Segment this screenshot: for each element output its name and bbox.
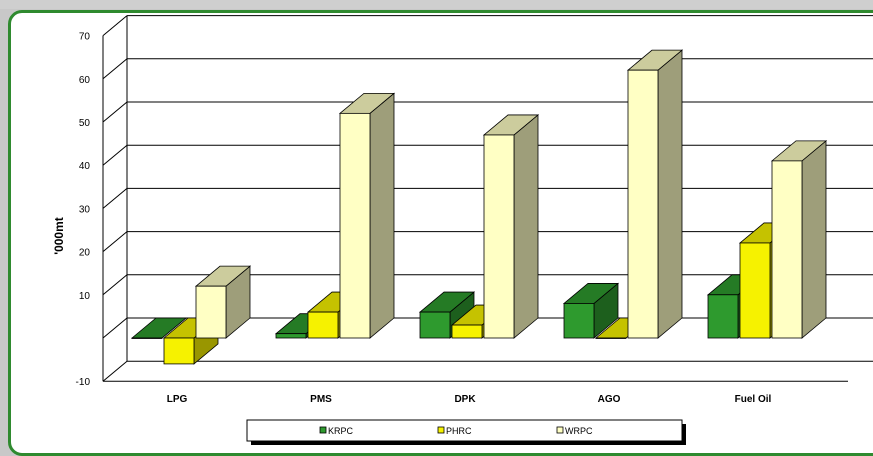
grid-diag [102, 317, 128, 339]
legend-swatch [319, 426, 327, 434]
legend: KRPC PHRC WRPC [246, 419, 686, 445]
grid-diag [102, 58, 128, 80]
y-tick-label: 40 [79, 161, 91, 172]
category-label: PMS [310, 394, 332, 405]
category-label: AGO [598, 394, 621, 405]
y-tick-label: 30 [79, 204, 91, 215]
grid-diag [102, 144, 128, 166]
y-tick-label: 20 [79, 248, 91, 259]
y-tick-label: 10 [79, 291, 91, 302]
grid-diag [102, 231, 128, 252]
y-tick-label: 70 [79, 32, 91, 43]
grid-diag [102, 360, 128, 382]
bar-layer [130, 49, 828, 365]
bar-wrpc-fuel-oil [770, 140, 828, 339]
bar-chart: -10 10 20 30 40 50 60 70 LPG PMS DPK AGO Fuel Oil '… [52, 15, 873, 445]
legend-label: WRPC [565, 426, 593, 436]
bar-wrpc-ago [626, 49, 684, 339]
legend-label: PHRC [446, 426, 472, 436]
legend-box [246, 419, 683, 442]
category-label: LPG [167, 394, 188, 405]
grid-diag [102, 274, 128, 296]
legend-swatch [556, 426, 564, 434]
bar-wrpc-pms [338, 92, 396, 339]
bar-krpc-ago [562, 282, 620, 339]
category-label: DPK [454, 394, 476, 405]
legend-label: KRPC [328, 426, 354, 436]
top-strip [0, 0, 873, 9]
y-tick-label: 50 [79, 118, 91, 129]
bar-wrpc-dpk [482, 114, 540, 339]
y-tick-layer: -10 10 20 30 40 50 60 70 [76, 32, 91, 389]
category-label-layer: LPG PMS DPK AGO Fuel Oil [167, 394, 772, 405]
legend-item-krpc: KRPC [319, 426, 354, 436]
category-label: Fuel Oil [735, 394, 772, 405]
y-tick-label: 60 [79, 75, 91, 86]
y-tick-label: -10 [76, 377, 91, 388]
grid-diag [102, 188, 128, 209]
y-axis-label: '000mt [52, 217, 66, 255]
bar-wrpc-lpg [194, 265, 252, 339]
grid-diag [102, 15, 128, 36]
grid-diag [102, 101, 128, 123]
legend-swatch [437, 426, 445, 434]
legend-item-phrc: PHRC [437, 426, 472, 436]
bar-krpc-lpg [130, 317, 188, 339]
legend-item-wrpc: WRPC [556, 426, 593, 436]
